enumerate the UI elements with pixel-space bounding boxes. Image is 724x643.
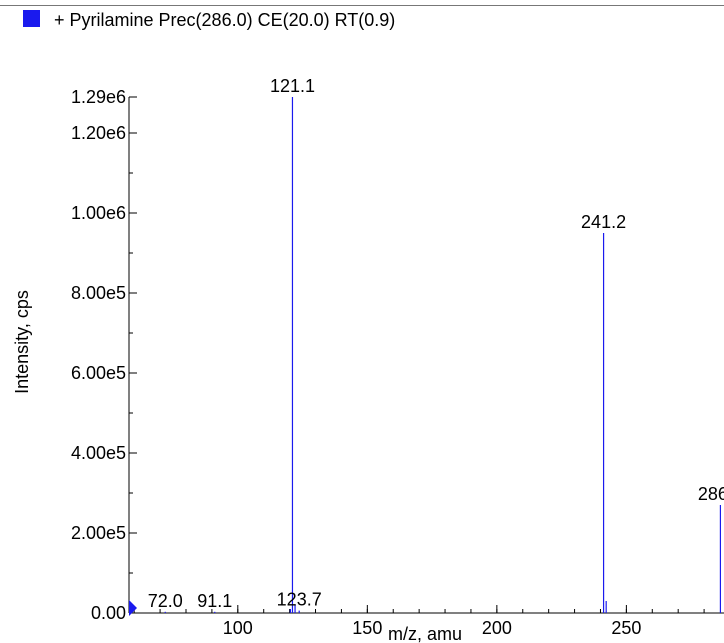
- axes: 0.00 2.00e5 4.00e5 6.00e5 8.00e5 1.00e6 1.20e6…: [71, 87, 724, 638]
- y-axis-title: Intensity, cps: [12, 290, 32, 394]
- peak-label: 121.1: [270, 76, 315, 96]
- legend-swatch: [23, 10, 40, 27]
- x-tick-label: 100: [223, 618, 253, 638]
- peak-label: 72.0: [148, 591, 183, 611]
- peak-series: [164, 97, 722, 613]
- peak-label: 241.2: [581, 212, 626, 232]
- peak-labels: 72.0 91.1 121.1 123.7 241.2 286.3: [148, 76, 724, 611]
- x-tick-label: 200: [482, 618, 512, 638]
- peak-label: 91.1: [197, 591, 232, 611]
- y-tick-label: 1.00e6: [71, 203, 126, 223]
- y-tick-label: 2.00e5: [71, 523, 126, 543]
- y-tick-label: 0.00: [91, 603, 126, 623]
- x-tick-label: 250: [611, 618, 641, 638]
- top-border: [0, 5, 724, 6]
- y-tick-label: 6.00e5: [71, 363, 126, 383]
- peak-label: 286.3: [698, 484, 724, 504]
- x-tick-label: 150: [352, 618, 382, 638]
- peak-label: 123.7: [277, 590, 322, 610]
- y-tick-label: 1.29e6: [71, 87, 126, 107]
- legend-label: + Pyrilamine Prec(286.0) CE(20.0) RT(0.9…: [54, 10, 396, 30]
- y-tick-label: 1.20e6: [71, 123, 126, 143]
- y-tick-label: 4.00e5: [71, 443, 126, 463]
- x-axis-title: m/z, amu: [388, 624, 462, 643]
- baseline-marker-icon[interactable]: [129, 600, 137, 616]
- y-tick-label: 8.00e5: [71, 283, 126, 303]
